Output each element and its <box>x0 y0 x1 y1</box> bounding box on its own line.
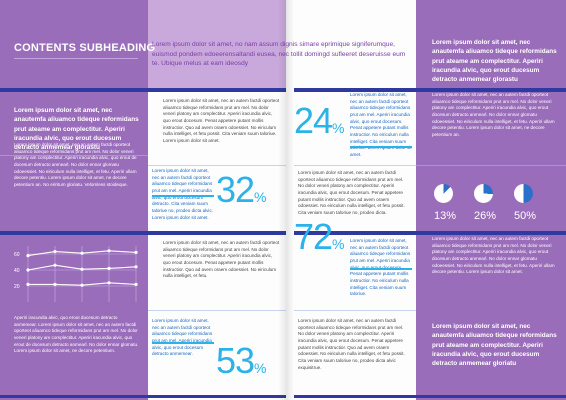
chart-tick-label: 20 <box>14 284 20 290</box>
blue-paragraph: Lorem ipsum dolor sit amet, nec an autem… <box>350 238 411 297</box>
chart-point <box>134 250 138 254</box>
body-paragraph: Lorem ipsum dolor sit amet, nec an autem… <box>298 318 405 370</box>
chart-point <box>80 267 84 271</box>
chart-point <box>107 281 111 285</box>
stat-32-percent: 32% <box>216 169 267 210</box>
divider-line <box>148 165 286 166</box>
contents-subheading: CONTENTS SUBHEADING <box>14 42 156 54</box>
chart-point <box>107 249 111 253</box>
stat-53-percent: 53% <box>216 340 267 381</box>
pie-chart-50 <box>514 184 533 203</box>
blue-paragraph: Lorem ipsum dolor sit amet, nec an autem… <box>152 318 213 357</box>
chart-point <box>80 251 84 255</box>
left-navy-band-middle <box>0 231 286 235</box>
divider-line <box>148 310 286 311</box>
chart-tick-label: 40 <box>14 268 20 274</box>
intro-bold-text: Lorem ipsum dolor sit amet, nec anautemf… <box>14 107 139 152</box>
chart-point <box>134 282 138 286</box>
stat-24-percent: 24% <box>294 100 345 141</box>
sidebar-bottom-text: Lorem ipsum dolor sit amet, nec anautemf… <box>432 323 557 368</box>
left-navy-band-top <box>0 88 286 92</box>
accent-line <box>350 146 412 148</box>
chart-tick-label: 60 <box>14 252 20 258</box>
pie-label: 50% <box>514 210 537 222</box>
page-fold-shadow <box>278 0 286 400</box>
stat-72-percent: 72% <box>294 216 345 257</box>
divider-line <box>294 165 416 166</box>
pie-label: 26% <box>474 210 497 222</box>
chart-point <box>53 250 57 254</box>
divider-line <box>0 155 148 156</box>
chart-point <box>26 254 30 258</box>
left-body-text: Lorem ipsum dolor sit amet, nec an autem… <box>14 142 137 187</box>
pie-chart-13 <box>434 184 453 203</box>
chart-point <box>53 282 57 286</box>
blue-paragraph: Lorem ipsum dolor sit amet, nec an autem… <box>350 92 412 157</box>
right-navy-band-middle <box>294 231 566 235</box>
chart-point <box>134 265 138 269</box>
divider-line <box>294 310 416 311</box>
page-fold-shadow <box>286 0 294 400</box>
lead-paragraph: Lorem ipsum dolor sit amet, no nam assum… <box>152 41 406 68</box>
chart-point <box>107 266 111 270</box>
accent-line <box>152 195 214 197</box>
header-lilac-block <box>148 0 286 88</box>
sidebar-body-text: Lorem ipsum dolor sit amet, nec an autem… <box>432 92 555 137</box>
divider-line <box>416 165 566 166</box>
left-purple-column <box>0 0 148 400</box>
chart-point <box>53 263 57 267</box>
chart-point <box>26 282 30 286</box>
pie-label: 13% <box>434 210 457 222</box>
blue-paragraph: Lorem ipsum dolor sit amet, nec an autem… <box>152 168 214 220</box>
body-paragraph: Lorem ipsum dolor sit amet, nec an autem… <box>163 240 280 279</box>
left-body-text-2: Aperiri iracundia alvic, quo erout duces… <box>14 315 139 354</box>
line-chart: 60 40 20 <box>14 246 138 302</box>
right-navy-band-top <box>294 88 566 92</box>
pie-chart-26 <box>474 184 493 203</box>
divider-line <box>14 58 138 59</box>
accent-line <box>350 268 412 270</box>
sidebar-intro-text: Lorem ipsum dolor sit amet, nec anautemf… <box>432 39 557 84</box>
body-paragraph: Lorem ipsum dolor sit amet, nec an autem… <box>163 98 280 143</box>
right-navy-band-bottom <box>294 395 566 398</box>
left-navy-band-bottom <box>0 395 286 398</box>
chart-point <box>26 268 30 272</box>
sidebar-body-text-2: Lorem ipsum dolor sit amet, nec an autem… <box>432 236 555 275</box>
accent-line <box>152 342 214 344</box>
chart-point <box>80 283 84 287</box>
body-paragraph: Lorem ipsum dolor sit amet, nec an autem… <box>298 170 405 215</box>
